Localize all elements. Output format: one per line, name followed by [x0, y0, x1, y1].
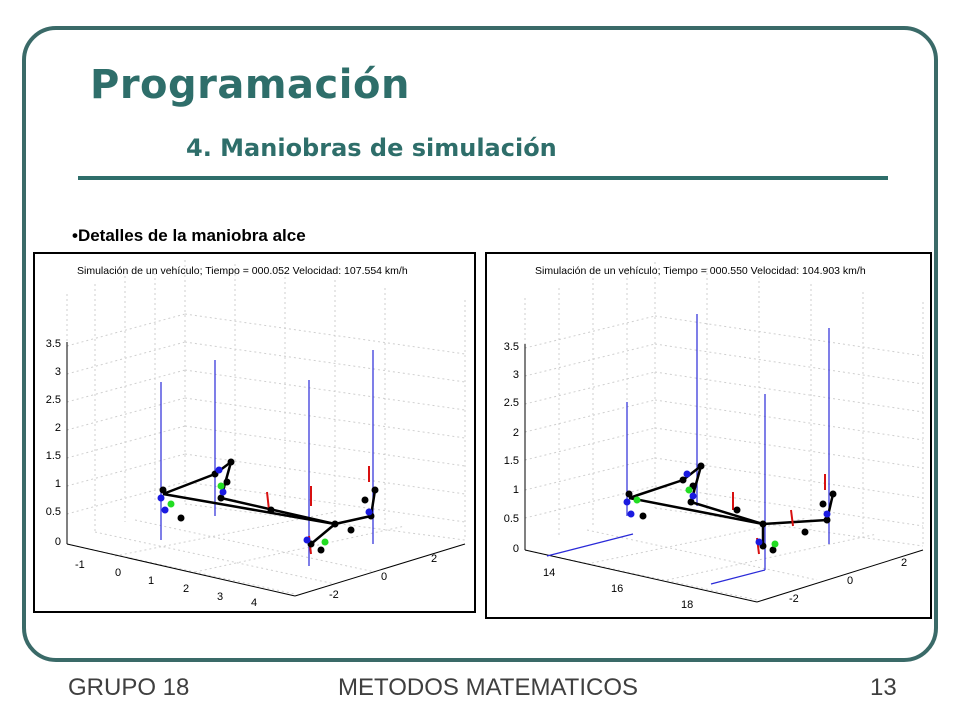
bullet-text: •Detalles de la maniobra alce	[72, 226, 306, 245]
z-tick: 0.5	[504, 513, 519, 525]
z-tick: 1	[55, 478, 61, 490]
y-tick: 2	[901, 557, 907, 569]
y-tick: 0	[847, 575, 853, 587]
y-tick: -2	[329, 589, 339, 601]
z-tick: 3	[513, 369, 519, 381]
z-tick: 2.5	[504, 397, 519, 409]
title-divider	[78, 176, 888, 180]
y-tick: 0	[381, 571, 387, 583]
z-tick: 3.5	[504, 341, 519, 353]
simulation-plot-left: 3.5 3 2.5 2 1.5 1 0.5 0 -1 0 1 2 3 4 -2 …	[33, 252, 476, 613]
x-tick: 1	[148, 575, 154, 587]
x-tick: 3	[217, 591, 223, 603]
x-tick: 0	[115, 567, 121, 579]
z-tick: 1.5	[504, 455, 519, 467]
plot-caption: Simulación de un vehículo; Tiempo = 000.…	[535, 265, 866, 277]
x-tick: -1	[75, 559, 85, 571]
slide-subtitle: 4. Maniobras de simulación	[186, 134, 557, 162]
z-tick: 1	[513, 484, 519, 496]
simulation-plot-right: 3.5 3 2.5 2 1.5 1 0.5 0 14 16 18 -2 0 2 …	[485, 252, 932, 619]
z-tick: 3	[55, 366, 61, 378]
slide-title: Programación	[90, 62, 410, 108]
x-tick: 2	[183, 583, 189, 595]
x-tick: 4	[251, 597, 257, 609]
plot-left-canvas: 3.5 3 2.5 2 1.5 1 0.5 0 -1 0 1 2 3 4 -2 …	[46, 260, 466, 609]
x-tick: 14	[543, 567, 555, 579]
z-tick: 2.5	[46, 394, 61, 406]
z-tick: 3.5	[46, 338, 61, 350]
plot-caption: Simulación de un vehículo; Tiempo = 000.…	[77, 265, 408, 277]
x-tick: 16	[611, 583, 623, 595]
y-tick: 2	[431, 553, 437, 565]
y-tick: -2	[789, 593, 799, 605]
page-number: 13	[870, 674, 897, 701]
z-tick: 0	[513, 543, 519, 555]
z-tick: 2	[55, 422, 61, 434]
x-tick: 18	[681, 599, 693, 611]
plot-right-canvas: 3.5 3 2.5 2 1.5 1 0.5 0 14 16 18 -2 0 2 …	[504, 262, 924, 611]
footer-course: METODOS MATEMATICOS	[338, 674, 639, 701]
footer-group: GRUPO 18	[68, 674, 190, 701]
z-tick: 0.5	[46, 506, 61, 518]
slide-frame	[22, 26, 938, 662]
z-tick: 2	[513, 427, 519, 439]
z-tick: 0	[55, 536, 61, 548]
z-tick: 1.5	[46, 450, 61, 462]
